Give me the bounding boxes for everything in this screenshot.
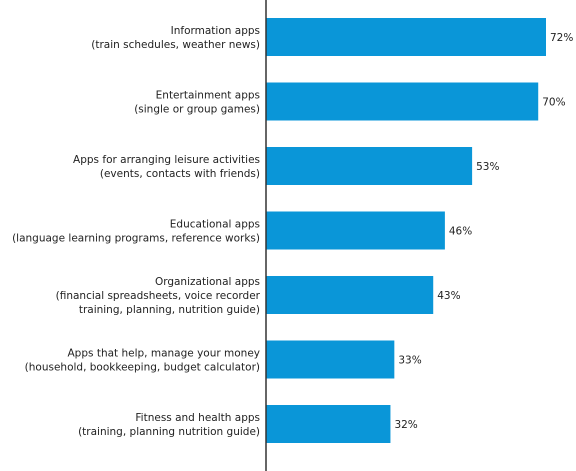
value-label: 53% xyxy=(476,161,499,173)
value-label: 32% xyxy=(394,419,417,431)
category-title: Apps that help, manage your money xyxy=(68,348,261,360)
category-label: Fitness and health apps (training, planni… xyxy=(78,412,260,438)
category-title: Information apps xyxy=(171,25,260,37)
category-subtitle: (train schedules, weather news) xyxy=(91,39,260,51)
category-subtitle: training, planning, nutrition guide) xyxy=(79,304,260,316)
category-label: Information apps (train schedules, weathe… xyxy=(91,25,260,51)
category-labels-layer: Information apps (train schedules, weathe… xyxy=(12,25,261,438)
bars-layer xyxy=(266,18,546,443)
value-label: 70% xyxy=(542,97,565,109)
category-label: Educational apps (language learning progr… xyxy=(12,219,260,245)
category-title: Entertainment apps xyxy=(156,90,260,102)
bar xyxy=(266,276,434,314)
category-label: Entertainment apps (single or group games… xyxy=(134,90,260,116)
bar xyxy=(266,211,445,250)
bar xyxy=(266,340,395,379)
value-label: 33% xyxy=(398,355,421,367)
category-subtitle: (household, bookkeeping, budget calculat… xyxy=(25,362,260,374)
category-title: Educational apps xyxy=(170,219,260,231)
category-subtitle: (single or group games) xyxy=(134,104,260,116)
category-subtitle: (training, planning nutrition guide) xyxy=(78,426,260,438)
bar xyxy=(266,18,546,56)
value-label: 72% xyxy=(550,32,573,44)
category-title: Fitness and health apps xyxy=(135,412,260,424)
value-label: 46% xyxy=(449,226,472,238)
category-title: Organizational apps xyxy=(155,276,260,288)
category-label: Organizational apps (financial spreadshee… xyxy=(56,276,261,316)
bar xyxy=(266,82,539,121)
category-label: Apps that help, manage your money (househ… xyxy=(25,348,260,374)
value-label: 43% xyxy=(437,290,460,302)
bar xyxy=(266,405,391,443)
category-title: Apps for arranging leisure activities xyxy=(73,154,260,166)
category-subtitle: (events, contacts with friends) xyxy=(100,168,260,180)
bar xyxy=(266,147,473,185)
category-subtitle: (language learning programs, reference w… xyxy=(12,233,260,245)
category-subtitle: (financial spreadsheets, voice recorder xyxy=(56,290,261,302)
category-label: Apps for arranging leisure activities (ev… xyxy=(73,154,260,180)
value-labels-layer: 72% 70% 53% 46% 43% 33% 32% xyxy=(394,32,573,431)
